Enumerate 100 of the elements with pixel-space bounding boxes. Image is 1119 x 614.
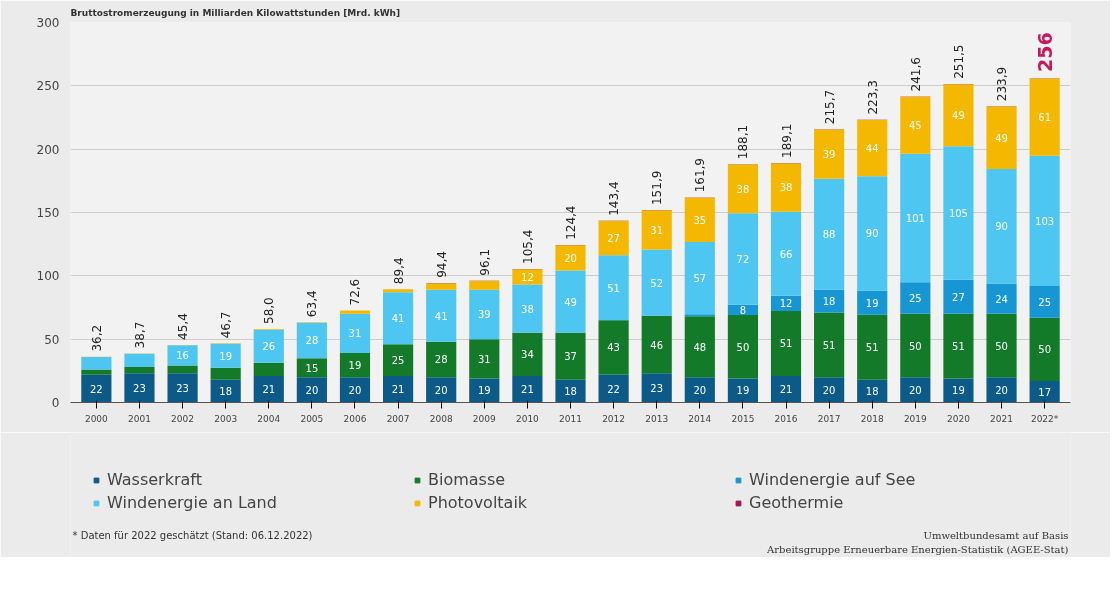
data-label: 37 <box>564 351 577 363</box>
total-label: 105,4 <box>520 229 535 264</box>
text: Umweltbundesamt auf Basis <box>923 530 1069 541</box>
data-label: 15 <box>305 362 319 374</box>
data-label: 34 <box>521 349 534 361</box>
data-label: 44 <box>865 143 879 155</box>
data-label: 31 <box>650 224 664 236</box>
x-tick-label: 2011 <box>559 413 582 424</box>
data-label: 21 <box>779 384 793 396</box>
total-label: 46,7 <box>219 311 234 339</box>
x-tick-label: 2005 <box>300 413 324 424</box>
data-label: 20 <box>348 384 362 396</box>
data-label: 88 <box>822 229 836 241</box>
data-label: 41 <box>434 310 448 322</box>
x-tick-label: 2020 <box>946 413 971 424</box>
data-label: 61 <box>1038 112 1052 124</box>
total-label: 143,4 <box>607 181 622 216</box>
data-label: 57 <box>693 273 707 285</box>
total-label: 96,1 <box>477 248 492 276</box>
data-label: 18 <box>822 296 836 308</box>
data-label: 20 <box>564 252 577 264</box>
data-label: 50 <box>736 341 750 353</box>
data-label: 105 <box>948 207 968 219</box>
y-tick-label: 300 <box>36 16 60 30</box>
data-label: 31 <box>348 328 362 340</box>
total-label: 36,2 <box>89 324 104 352</box>
data-label: 19 <box>219 350 233 362</box>
legend-label: Biomasse <box>428 470 507 489</box>
data-label: 20 <box>995 384 1008 396</box>
x-tick-label: 2014 <box>688 413 712 424</box>
total-label: 241,6 <box>908 57 923 92</box>
data-label: 24 <box>995 293 1008 305</box>
total-label: 45,4 <box>176 313 191 340</box>
data-label: 19 <box>736 385 750 397</box>
y-tick-label: 100 <box>36 269 60 284</box>
data-label: 21 <box>521 384 534 396</box>
data-label: 17 <box>1038 386 1052 398</box>
data-label: 38 <box>779 182 793 194</box>
y-tick-label: 0 <box>51 396 60 410</box>
total-label: 63,4 <box>305 290 320 318</box>
data-label: 8 <box>739 304 747 316</box>
data-label: 19 <box>865 297 879 309</box>
total-label: 72,6 <box>348 278 363 306</box>
text: * Daten für 2022 geschätzt (Stand: 06.12.2022) <box>72 530 313 541</box>
y-tick-label: 150 <box>36 206 60 220</box>
data-label: 12 <box>779 298 793 310</box>
total-label: 124,4 <box>564 205 578 240</box>
data-label: 103 <box>1035 215 1055 227</box>
x-tick-label: 2004 <box>257 413 281 424</box>
total-label: 189,1 <box>779 123 794 158</box>
data-label: 25 <box>1038 296 1052 308</box>
x-tick-label: 2022* <box>1030 413 1059 424</box>
x-tick-label: 2000 <box>84 413 109 424</box>
total-label: 256 <box>1033 32 1056 72</box>
data-label: 49 <box>564 296 577 308</box>
total-label: 215,7 <box>822 89 837 125</box>
data-label: 20 <box>908 384 922 396</box>
data-label: 19 <box>952 385 965 397</box>
data-label: 39 <box>822 149 836 161</box>
data-label: 31 <box>477 353 491 365</box>
data-label: 43 <box>607 342 620 354</box>
x-tick-label: 2018 <box>860 413 884 424</box>
data-label: 101 <box>905 212 925 224</box>
y-tick-label: 200 <box>36 142 60 157</box>
data-label: 38 <box>736 183 750 195</box>
y-tick-label: 50 <box>44 332 60 347</box>
x-tick-label: 2006 <box>343 413 367 424</box>
data-label: 23 <box>133 382 146 394</box>
data-label: 66 <box>779 248 793 260</box>
total-label: 251,5 <box>951 44 966 79</box>
data-label: 48 <box>693 341 707 353</box>
data-label: 16 <box>176 350 189 362</box>
total-label: 94,4 <box>434 251 449 278</box>
data-label: 22 <box>90 383 103 395</box>
data-label: 18 <box>219 386 233 398</box>
data-label: 20 <box>434 384 448 396</box>
x-tick-label: 2007 <box>386 413 410 424</box>
data-label: 20 <box>822 384 836 396</box>
legend-label: Geothermie <box>749 493 845 512</box>
data-label: 25 <box>391 355 405 367</box>
data-label: 38 <box>521 303 534 315</box>
data-label: 51 <box>607 282 620 294</box>
x-tick-label: 2010 <box>515 413 540 424</box>
x-tick-label: 2008 <box>429 413 453 424</box>
x-tick-label: 2021 <box>990 413 1013 424</box>
data-label: 35 <box>693 214 707 226</box>
data-label: 46 <box>650 339 664 351</box>
text: Arbeitsgruppe Erneuerbare Energien-Statistik (AGEE-Stat) <box>766 544 1069 555</box>
total-label: 188,1 <box>736 124 751 160</box>
data-label: 45 <box>908 120 922 132</box>
data-label: 12 <box>521 271 534 283</box>
data-label: 20 <box>305 384 319 396</box>
total-label: 38,7 <box>132 321 147 349</box>
data-label: 19 <box>348 360 362 372</box>
total-label: 233,9 <box>995 66 1010 102</box>
data-label: 41 <box>391 313 405 325</box>
data-label: 51 <box>865 342 879 354</box>
data-label: 51 <box>822 339 836 351</box>
data-label: 51 <box>779 338 793 350</box>
data-label: 49 <box>952 110 965 122</box>
